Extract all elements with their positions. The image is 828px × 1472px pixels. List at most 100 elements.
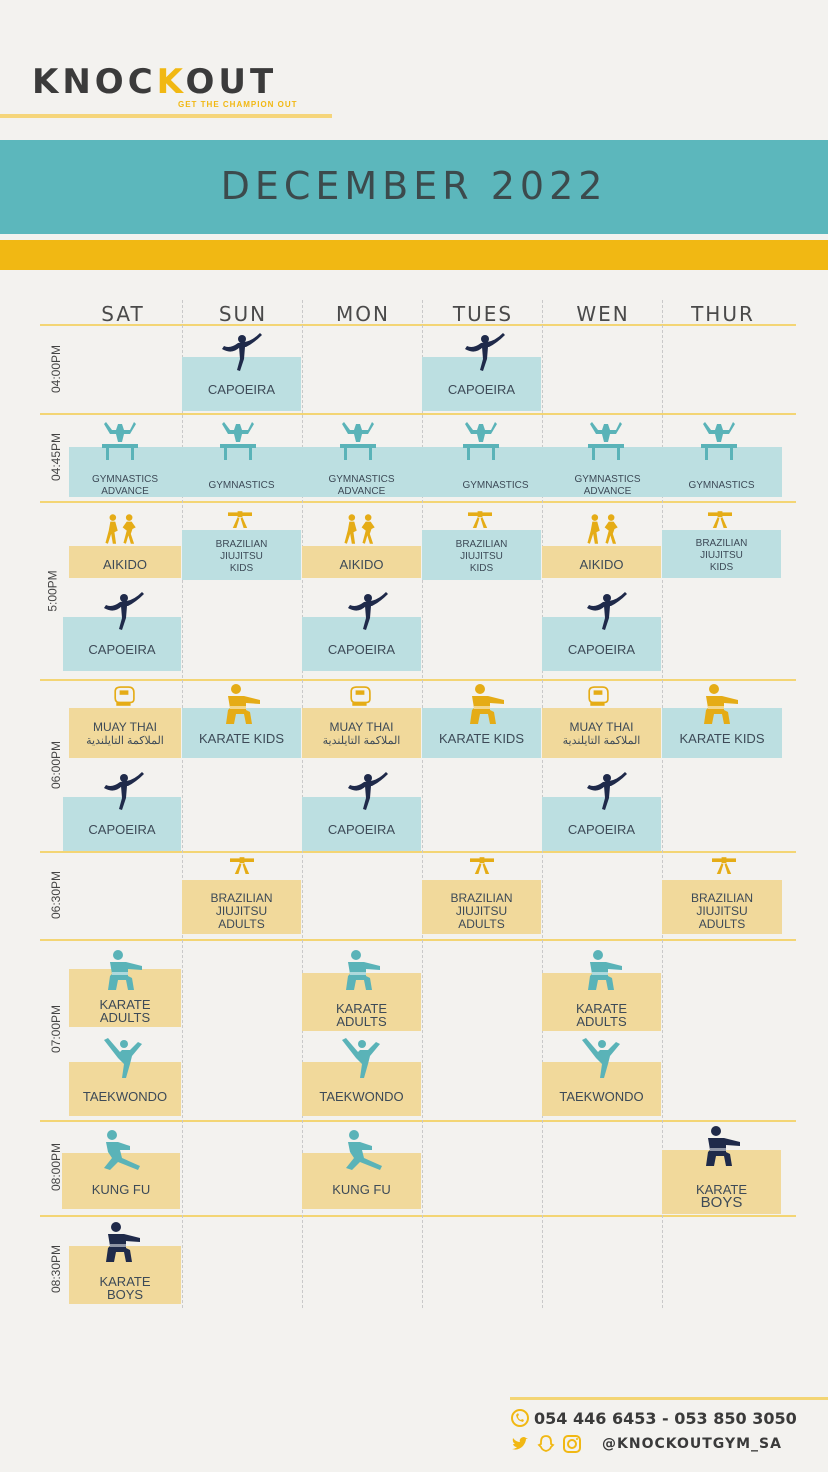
class-bjj-kids[interactable]: BRAZILIAN JIUJITSU KIDS <box>662 530 781 578</box>
col-divider <box>182 300 183 1308</box>
aikido-icon <box>585 512 621 546</box>
belt-icon <box>704 856 744 880</box>
day-tues: TUES <box>452 302 514 326</box>
belt-icon <box>462 856 502 880</box>
class-label: CAPOEIRA <box>567 641 636 657</box>
class-label: CAPOEIRA <box>447 381 516 397</box>
class-aikido[interactable]: AIKIDO <box>302 546 421 578</box>
class-capoeira[interactable]: CAPOEIRA <box>422 357 541 411</box>
capoeira-icon <box>220 333 264 373</box>
karate-icon <box>102 950 146 990</box>
gold-divider <box>0 240 828 270</box>
day-wen: WEN <box>576 302 630 326</box>
class-label: KIDS <box>229 563 254 574</box>
class-label: JIUJITSU <box>215 903 268 918</box>
contact-phones: 054 446 6453 - 053 850 3050 <box>510 1408 820 1428</box>
class-gymnastics[interactable]: GYMNASTICS <box>436 466 555 496</box>
glove-icon <box>107 686 141 708</box>
class-label: BOYS <box>106 1287 144 1302</box>
class-capoeira[interactable]: CAPOEIRA <box>542 617 661 671</box>
class-label: ADULTS <box>576 1014 627 1029</box>
month-title: DECEMBER 2022 <box>220 164 608 208</box>
class-bjj-adults[interactable]: BRAZILIAN JIUJITSU ADULTS <box>422 880 541 934</box>
kungfu-icon <box>340 1130 384 1170</box>
instagram-icon[interactable] <box>562 1434 582 1454</box>
class-label: KARATE <box>575 1001 628 1016</box>
class-label: MUAY THAI <box>92 719 157 734</box>
class-bjj-kids[interactable]: BRAZILIAN JIUJITSU KIDS <box>182 530 301 580</box>
class-label: GYMNASTICS <box>688 480 755 491</box>
gymnastics-icon <box>98 420 142 460</box>
class-gymnastics-advance[interactable]: GYMNASTICS ADVANCE <box>69 466 181 497</box>
karate-icon <box>100 1222 144 1262</box>
class-capoeira[interactable]: CAPOEIRA <box>302 797 421 851</box>
class-karate-boys[interactable]: KARATE BOYS <box>662 1150 781 1214</box>
class-label: GYMNASTICS <box>328 474 395 485</box>
row-divider <box>40 1215 796 1217</box>
class-muay-thai[interactable]: MUAY THAI الملاكمة التايلندية <box>302 708 421 758</box>
class-aikido[interactable]: AIKIDO <box>542 546 661 578</box>
gymnastics-icon <box>584 420 628 460</box>
class-karate-kids[interactable]: KARATE KIDS <box>662 708 782 758</box>
time-label: 5:00PM <box>45 570 60 612</box>
capoeira-icon <box>463 333 507 373</box>
class-capoeira[interactable]: CAPOEIRA <box>302 617 421 671</box>
class-label: MUAY THAI <box>569 719 634 734</box>
class-label: JIUJITSU <box>220 551 263 562</box>
class-karate-kids[interactable]: KARATE KIDS <box>182 708 301 758</box>
class-gymnastics-advance[interactable]: GYMNASTICS ADVANCE <box>302 466 421 497</box>
class-label: BRAZILIAN <box>690 890 753 905</box>
class-label: KIDS <box>469 563 494 574</box>
class-karate-adults[interactable]: KARATE ADULTS <box>542 973 661 1031</box>
twitter-icon[interactable] <box>510 1434 530 1454</box>
class-gymnastics[interactable]: GYMNASTICS <box>662 466 781 496</box>
class-label: CAPOEIRA <box>88 641 156 657</box>
class-label: AIKIDO <box>102 556 148 572</box>
class-bjj-adults[interactable]: BRAZILIAN JIUJITSU ADULTS <box>662 880 782 934</box>
glove-icon <box>343 686 377 708</box>
class-label: MUAY THAI <box>329 719 394 734</box>
kungfu-icon <box>98 1130 142 1170</box>
gymnastics-band <box>69 447 782 497</box>
snapchat-icon[interactable] <box>536 1434 556 1454</box>
class-muay-thai[interactable]: MUAY THAI الملاكمة التايلندية <box>542 708 661 758</box>
row-divider <box>40 679 796 681</box>
class-label: BRAZILIAN <box>695 538 748 549</box>
time-label: 06:30PM <box>49 870 64 920</box>
class-muay-thai[interactable]: MUAY THAI الملاكمة التايلندية <box>69 708 181 758</box>
class-label: ADULTS <box>218 916 265 931</box>
gymnastics-icon <box>697 420 741 460</box>
class-label: ADVANCE <box>101 486 149 497</box>
class-karate-adults[interactable]: KARATE ADULTS <box>302 973 421 1031</box>
class-bjj-adults[interactable]: BRAZILIAN JIUJITSU ADULTS <box>182 880 301 934</box>
class-gymnastics-advance[interactable]: GYMNASTICS ADVANCE <box>548 466 667 497</box>
day-mon: MON <box>336 302 390 326</box>
karate-icon <box>700 1126 744 1166</box>
aikido-icon <box>103 512 139 546</box>
row-divider <box>40 1120 796 1122</box>
class-label: TAEKWONDO <box>559 1088 644 1104</box>
taekwondo-icon <box>102 1038 146 1078</box>
class-gymnastics[interactable]: GYMNASTICS <box>182 466 301 496</box>
time-label: 04:45PM <box>49 432 64 482</box>
class-label: CAPOEIRA <box>567 821 636 837</box>
class-label: JIUJITSU <box>455 903 508 918</box>
class-label: CAPOEIRA <box>207 381 276 397</box>
class-capoeira[interactable]: CAPOEIRA <box>542 797 661 851</box>
belt-icon <box>460 510 500 534</box>
class-aikido[interactable]: AIKIDO <box>69 546 181 578</box>
whatsapp-icon[interactable] <box>510 1408 530 1428</box>
class-label: KUNG FU <box>91 1181 151 1197</box>
class-label: KARATE <box>99 1274 151 1289</box>
social-links: @KNOCKOUTGYM_SA <box>510 1434 820 1454</box>
social-handle[interactable]: @KNOCKOUTGYM_SA <box>602 1436 782 1452</box>
class-bjj-kids[interactable]: BRAZILIAN JIUJITSU KIDS <box>422 530 541 580</box>
class-label: JIUJITSU <box>696 903 748 918</box>
class-karate-kids[interactable]: KARATE KIDS <box>422 708 541 758</box>
class-label: ADVANCE <box>337 486 386 497</box>
karate-icon <box>582 950 626 990</box>
glove-icon <box>581 686 615 708</box>
class-label: TAEKWONDO <box>319 1088 404 1104</box>
taekwondo-icon <box>340 1038 384 1078</box>
class-taekwondo[interactable]: TAEKWONDO <box>542 1062 661 1116</box>
